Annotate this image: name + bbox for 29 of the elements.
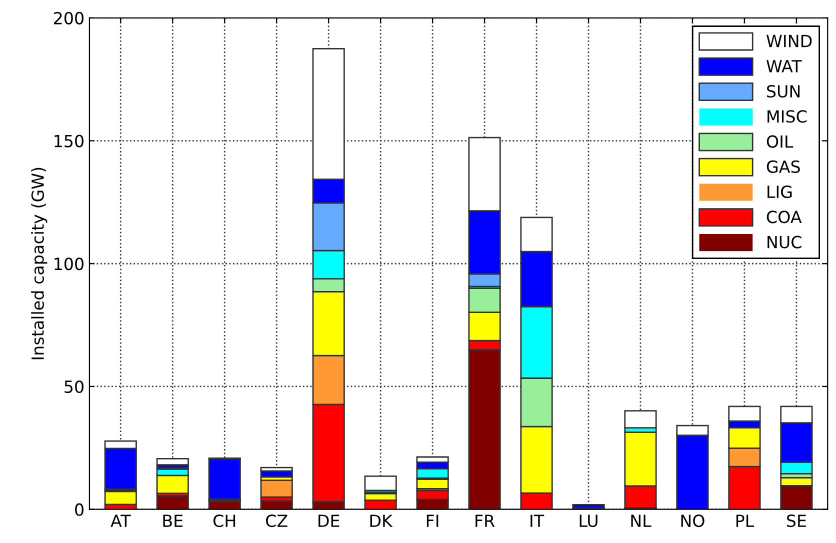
x-tick-label: DE	[318, 514, 340, 527]
x-tick-label: CH	[213, 514, 236, 528]
x-tick-label: DK	[370, 514, 393, 527]
legend-label: WAT	[766, 60, 802, 72]
legend-label: WIND	[766, 34, 812, 48]
y-tick-label: 50	[64, 380, 84, 394]
x-tick-label: LU	[580, 514, 598, 528]
legend-label: OIL	[766, 135, 794, 148]
x-tick-label: CZ	[266, 514, 288, 528]
legend-label: COA	[766, 210, 802, 224]
x-tick-label: AT	[110, 514, 131, 527]
x-tick-label: FI	[426, 514, 438, 527]
y-tick-label: 100	[54, 258, 84, 270]
x-tick-label: NL	[631, 514, 652, 527]
x-tick-label: PL	[736, 514, 754, 527]
legend-label: NUC	[768, 236, 802, 248]
legend-label: LIG	[768, 186, 792, 198]
legend-label: MISC	[768, 110, 807, 123]
y-tick-label: 150	[54, 134, 84, 148]
y-tick-label: 200	[54, 12, 84, 24]
legend-label: SUN	[767, 84, 800, 98]
legend-label: GAS	[766, 160, 800, 173]
y-axis-title: Installed capacity (GW)	[31, 168, 48, 360]
x-tick-label: IT	[530, 514, 544, 527]
y-tick-label: 0	[75, 503, 84, 516]
x-tick-label: NO	[681, 514, 704, 528]
x-tick-label: FR	[476, 514, 495, 527]
x-tick-label: SE	[786, 514, 806, 528]
x-tick-label: BE	[163, 514, 183, 527]
